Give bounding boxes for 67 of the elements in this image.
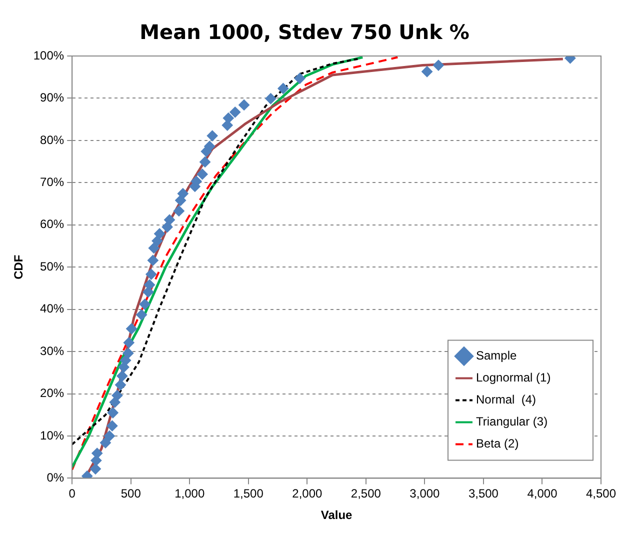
point (100, 437, 111, 448)
point (122, 348, 134, 359)
y-axis-title: CDF (12, 254, 26, 280)
point (136, 309, 148, 320)
y-tick-label: 0% (46, 470, 64, 485)
x-tick-label: 4,500 (586, 486, 616, 501)
y-tick-label: 40% (40, 302, 64, 316)
point (109, 396, 120, 408)
legend-label: Beta (2) (476, 436, 519, 451)
point (238, 99, 250, 110)
legend-label: Sample (476, 348, 518, 363)
point (196, 168, 208, 180)
point (422, 66, 433, 78)
y-tick-label: 100% (33, 48, 64, 62)
point (222, 112, 234, 124)
point (164, 214, 176, 226)
point (112, 390, 123, 401)
point (106, 420, 118, 432)
point (177, 188, 188, 200)
point (90, 463, 101, 474)
y-tick-label: 70% (40, 174, 64, 189)
point (115, 379, 126, 390)
point (146, 268, 157, 280)
y-tick-label: 20% (40, 386, 64, 400)
x-tick-label: 4,000 (527, 486, 558, 501)
point (204, 140, 216, 152)
point (230, 106, 241, 118)
point (120, 354, 132, 366)
x-tick-label: 0 (68, 486, 76, 501)
x-tick-label: 500 (120, 486, 142, 501)
y-tick-label: 90% (40, 90, 64, 105)
y-tick-label: 10% (40, 428, 64, 442)
point (126, 323, 138, 334)
point (104, 430, 115, 442)
legend-label: Normal (4) (476, 392, 536, 407)
x-tick-label: 2,000 (292, 486, 322, 501)
point (152, 235, 163, 246)
x-tick-label: 1,500 (233, 486, 264, 501)
y-tick-label: 80% (40, 132, 64, 147)
point (265, 93, 276, 104)
point (147, 254, 158, 266)
legend-label: Triangular (3) (476, 414, 548, 429)
chart-title: Mean 1000, Stdev 750 Unk % (140, 20, 470, 44)
point (432, 60, 444, 71)
y-tick-label: 60% (40, 217, 64, 232)
point (139, 298, 150, 310)
point (144, 279, 156, 290)
point (173, 205, 184, 216)
x-tick-label: 2,500 (350, 486, 382, 501)
point (123, 337, 134, 348)
y-tick-label: 30% (40, 344, 64, 358)
point (148, 242, 160, 254)
x-tick-label: 3,500 (468, 486, 499, 501)
point (200, 156, 211, 168)
point (107, 407, 118, 418)
legend-label: Lognormal (1) (476, 370, 551, 385)
point (116, 370, 128, 382)
point (294, 72, 306, 84)
x-tick-label: 1,000 (174, 486, 205, 501)
point (206, 130, 218, 142)
x-tick-label: 3,000 (410, 486, 440, 501)
point (154, 228, 166, 240)
point (92, 448, 103, 459)
x-axis-title: Value (320, 508, 353, 522)
point (175, 194, 186, 206)
y-tick-label: 50% (40, 259, 64, 274)
point (278, 83, 289, 94)
